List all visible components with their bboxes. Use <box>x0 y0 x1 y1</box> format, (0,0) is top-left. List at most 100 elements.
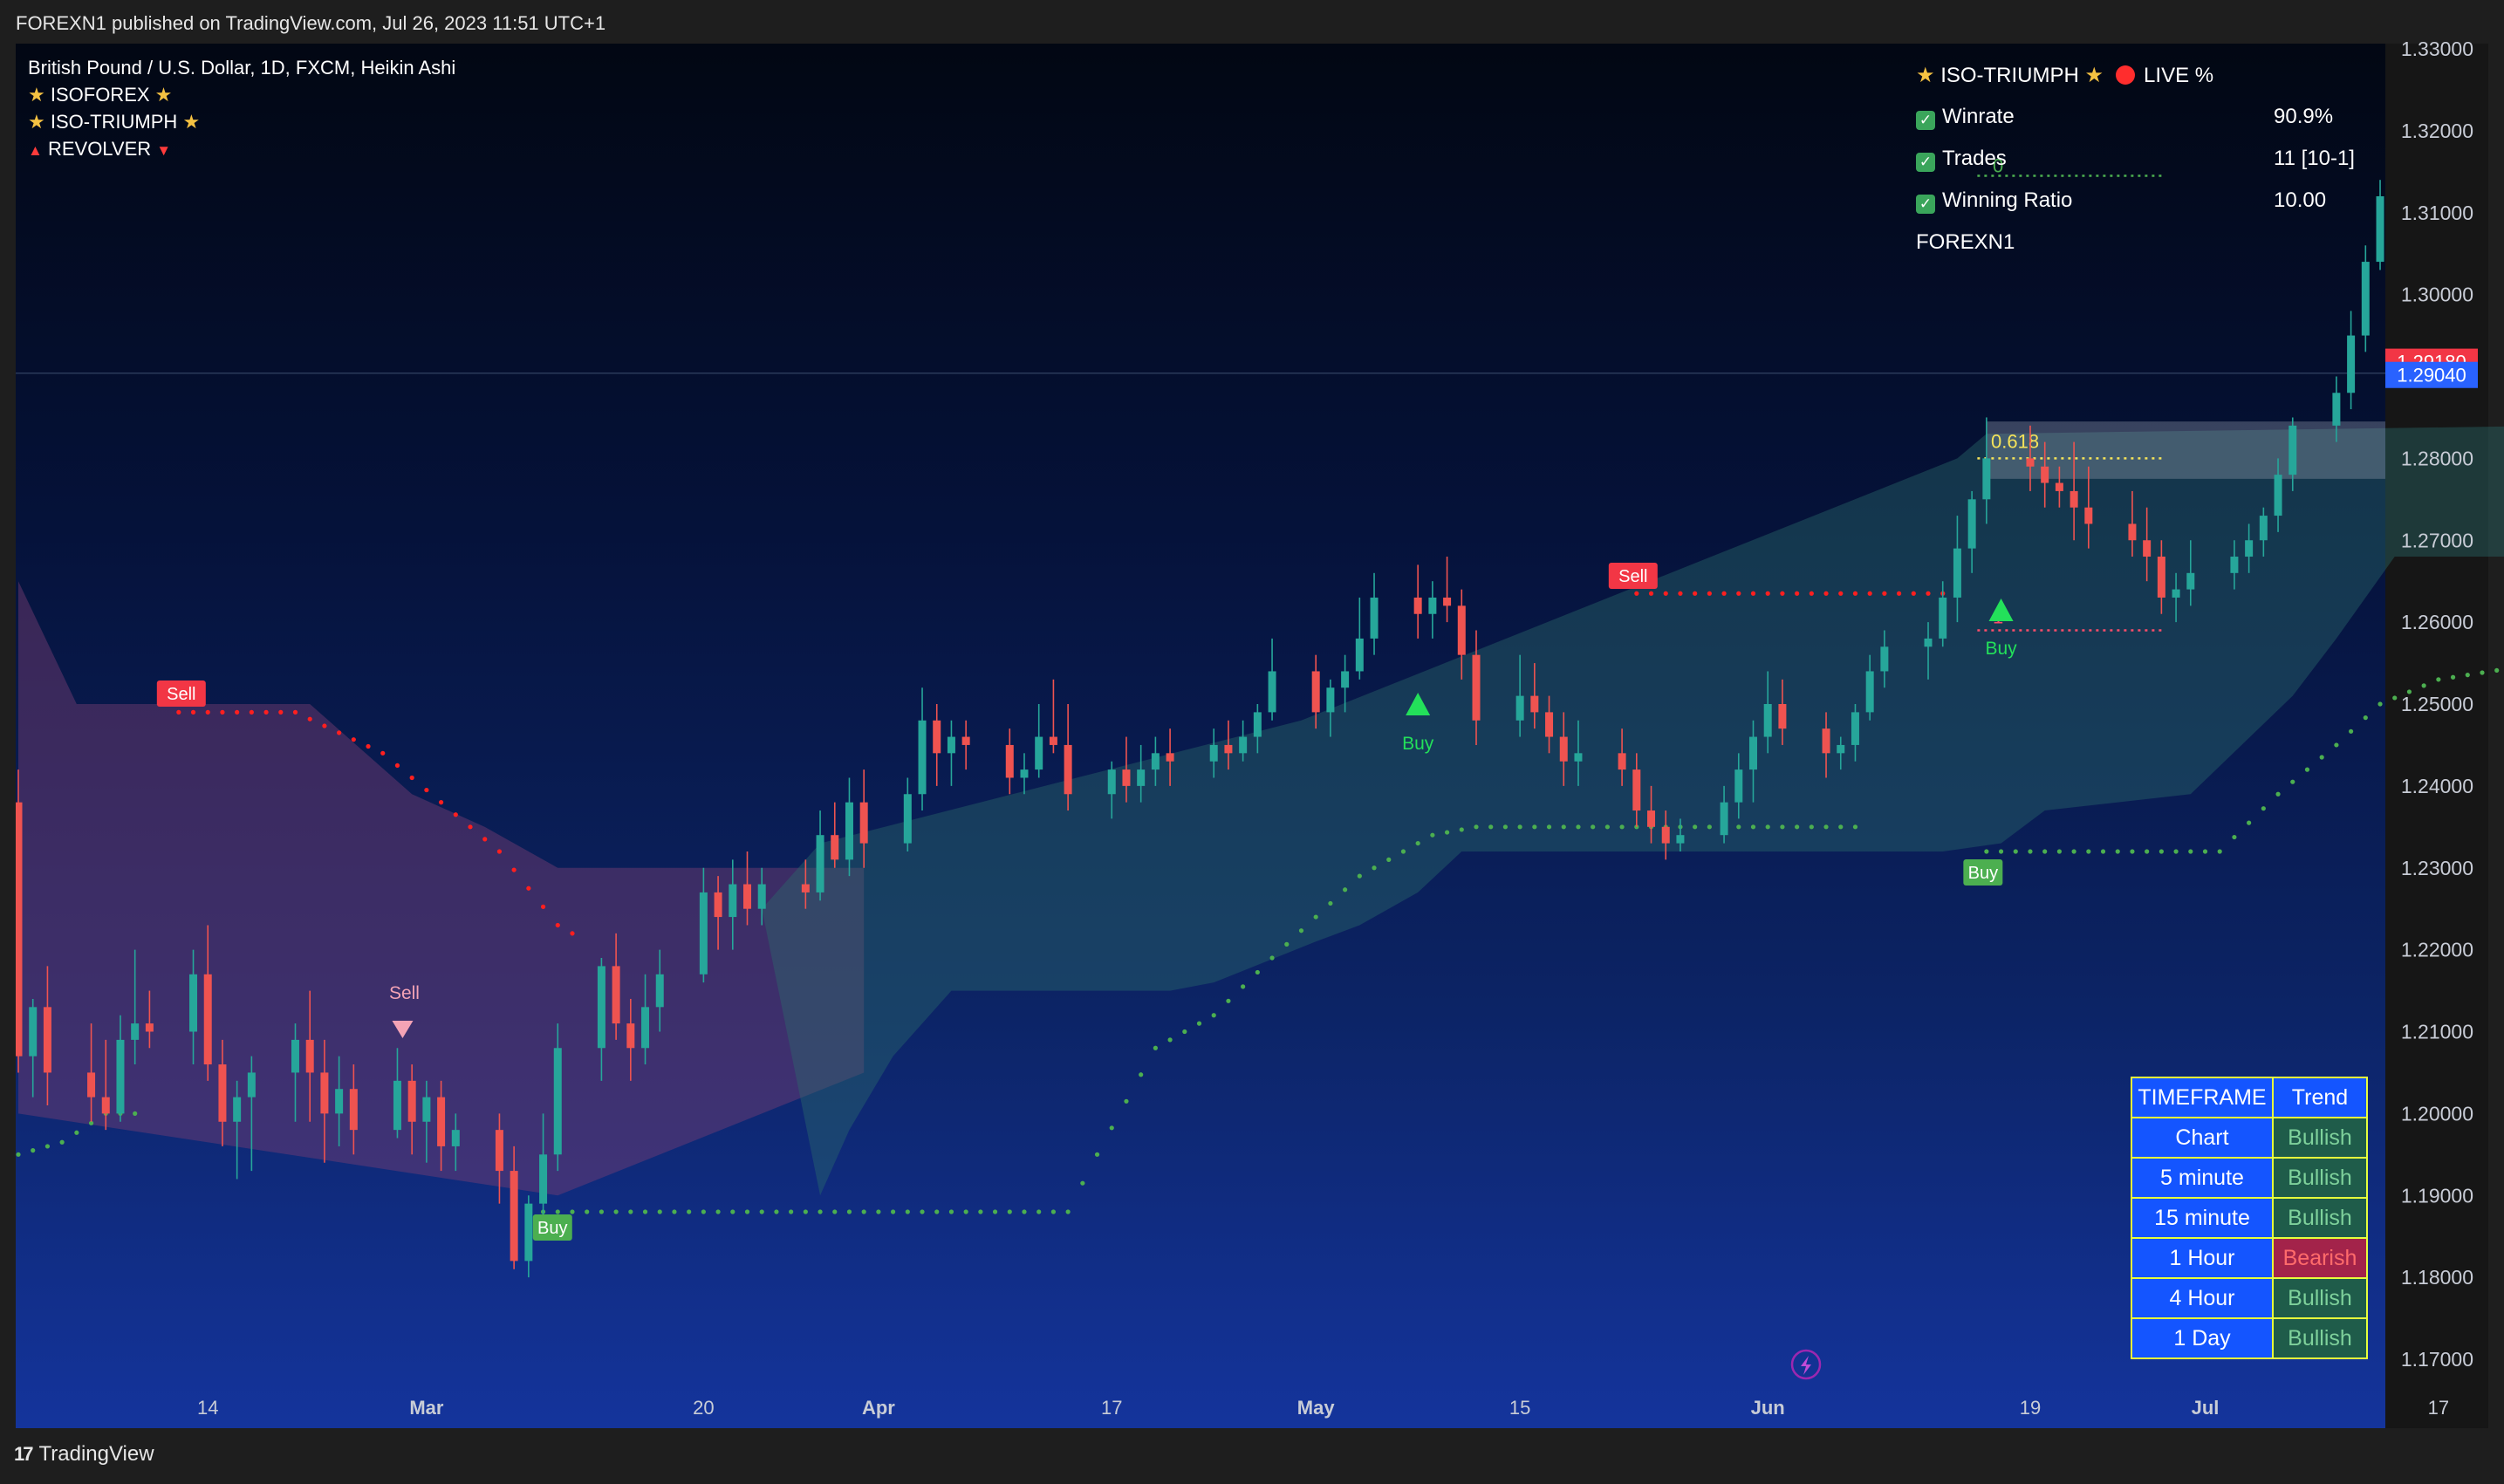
candle-body[interactable] <box>1020 769 1029 778</box>
candle-body[interactable] <box>1355 638 1364 672</box>
candle-body[interactable] <box>1239 736 1248 754</box>
candle-body[interactable] <box>320 1072 329 1114</box>
candle-body[interactable] <box>407 1080 416 1122</box>
candle-body[interactable] <box>801 884 810 892</box>
candle-body[interactable] <box>2376 195 2384 263</box>
candle-body[interactable] <box>1865 671 1874 713</box>
candle-body[interactable] <box>1035 736 1043 770</box>
price-axis[interactable] <box>2385 44 2488 1428</box>
legend-isoforex[interactable]: ★ ISOFOREX ★ <box>28 81 455 108</box>
candle-body[interactable] <box>233 1097 242 1122</box>
candle-body[interactable] <box>1720 802 1728 836</box>
candle-body[interactable] <box>291 1039 299 1073</box>
candle-body[interactable] <box>2245 540 2254 557</box>
candle-body[interactable] <box>831 835 839 860</box>
candle-body[interactable] <box>845 802 853 860</box>
legend-revolver[interactable]: ▲ REVOLVER ▼ <box>28 135 455 164</box>
candle-body[interactable] <box>1005 744 1014 778</box>
candle-body[interactable] <box>1618 753 1626 770</box>
legend-iso-triumph[interactable]: ★ ISO-TRIUMPH ★ <box>28 108 455 135</box>
candle-body[interactable] <box>1515 695 1524 721</box>
candle-body[interactable] <box>1326 687 1335 713</box>
candle-body[interactable] <box>1661 826 1670 844</box>
candle-body[interactable] <box>189 974 198 1032</box>
candle-body[interactable] <box>2157 557 2165 598</box>
candle-body[interactable] <box>203 974 212 1065</box>
candle-body[interactable] <box>87 1072 96 1098</box>
candle-body[interactable] <box>714 892 722 918</box>
candle-body[interactable] <box>553 1048 562 1155</box>
candle-body[interactable] <box>2143 540 2152 557</box>
candle-body[interactable] <box>1778 704 1787 729</box>
candle-body[interactable] <box>2230 557 2239 573</box>
candle-body[interactable] <box>2026 458 2035 467</box>
candle-body[interactable] <box>1982 458 1991 500</box>
candle-body[interactable] <box>1311 671 1320 713</box>
candle-body[interactable] <box>451 1130 460 1146</box>
candle-body[interactable] <box>1676 835 1685 844</box>
candle-body[interactable] <box>1647 810 1656 827</box>
candle-body[interactable] <box>1953 548 1961 598</box>
candle-body[interactable] <box>43 1007 51 1073</box>
candle-body[interactable] <box>903 794 912 844</box>
candle-body[interactable] <box>1413 597 1422 614</box>
candle-body[interactable] <box>2361 262 2370 336</box>
candle-body[interactable] <box>2493 409 2501 426</box>
candle-body[interactable] <box>655 974 664 1008</box>
candle-body[interactable] <box>641 1007 650 1049</box>
candle-body[interactable] <box>816 835 824 892</box>
candle-body[interactable] <box>612 966 620 1024</box>
candle-body[interactable] <box>2434 229 2442 254</box>
candle-body[interactable] <box>145 1023 154 1032</box>
candle-body[interactable] <box>1428 597 1437 614</box>
candle-body[interactable] <box>131 1023 140 1040</box>
candle-body[interactable] <box>539 1154 548 1204</box>
candle-body[interactable] <box>1967 499 1976 549</box>
chart-pane[interactable] <box>16 44 2385 1428</box>
lightning-icon[interactable] <box>1790 1349 1822 1380</box>
candle-body[interactable] <box>510 1171 518 1262</box>
candle-body[interactable] <box>2186 572 2195 590</box>
candle-body[interactable] <box>495 1130 503 1172</box>
candle-body[interactable] <box>2347 335 2356 393</box>
candle-body[interactable] <box>2172 589 2180 598</box>
candle-body[interactable] <box>1530 695 1539 713</box>
candle-body[interactable] <box>1166 753 1174 762</box>
tradingview-logo[interactable]: 17 TradingView <box>14 1442 154 1467</box>
candle-body[interactable] <box>699 892 708 975</box>
candle-body[interactable] <box>1734 769 1743 803</box>
candle-body[interactable] <box>1137 769 1146 786</box>
candle-body[interactable] <box>1064 744 1072 795</box>
candle-body[interactable] <box>29 1007 38 1057</box>
candle-body[interactable] <box>1851 712 1859 745</box>
candle-body[interactable] <box>2084 507 2093 524</box>
candle-body[interactable] <box>2274 475 2282 516</box>
candle-body[interactable] <box>1822 728 1830 754</box>
candle-body[interactable] <box>422 1097 431 1122</box>
candle-body[interactable] <box>2391 196 2398 229</box>
candle-body[interactable] <box>743 884 751 909</box>
candle-body[interactable] <box>2070 490 2078 508</box>
candle-body[interactable] <box>2041 466 2049 483</box>
candle-body[interactable] <box>1370 597 1379 639</box>
candle-body[interactable] <box>2055 482 2063 491</box>
candle-body[interactable] <box>1837 744 1845 754</box>
candle-body[interactable] <box>437 1097 446 1146</box>
candle-body[interactable] <box>1632 769 1641 811</box>
candle-body[interactable] <box>349 1089 358 1131</box>
candle-body[interactable] <box>218 1064 227 1122</box>
candle-body[interactable] <box>1545 712 1554 737</box>
candle-body[interactable] <box>1268 671 1276 713</box>
candle-body[interactable] <box>1443 597 1452 606</box>
candle-body[interactable] <box>305 1039 314 1073</box>
candle-body[interactable] <box>2128 523 2137 541</box>
candle-body[interactable] <box>1763 704 1772 737</box>
legend-symbol[interactable]: British Pound / U.S. Dollar, 1D, FXCM, H… <box>28 57 456 79</box>
candle-body[interactable] <box>393 1080 401 1131</box>
candle-body[interactable] <box>1224 744 1233 754</box>
candle-body[interactable] <box>1209 744 1218 762</box>
candle-body[interactable] <box>1151 753 1160 770</box>
candle-body[interactable] <box>597 966 605 1049</box>
candle-body[interactable] <box>1880 646 1889 672</box>
